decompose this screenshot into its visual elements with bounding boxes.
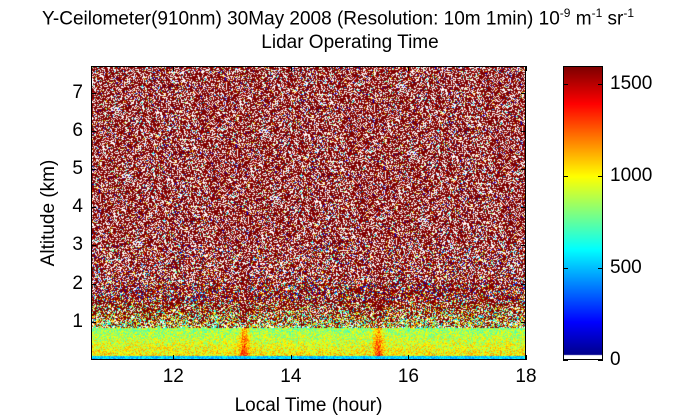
y-tick-mark [521,92,526,94]
x-tick-mark [408,66,410,71]
x-tick-mark [290,66,292,71]
y-tick-mark [91,245,96,247]
x-tick-mark [173,66,175,71]
y-tick-mark [521,283,526,285]
chart-title: Y-Ceilometer(910nm) 30May 2008 (Resoluti… [0,6,688,30]
title-unit-m: m [570,8,592,30]
colorbar-tick-label: 0 [610,349,621,370]
y-tick-label: 1 [72,310,83,332]
colorbar-tick-mark [598,84,603,86]
y-tick-label: 5 [72,158,83,180]
y-tick-mark [521,321,526,323]
y-tick-mark [91,283,96,285]
y-tick-label: 4 [72,196,83,218]
x-tick-mark [173,355,175,360]
y-tick-label: 2 [72,272,83,294]
colorbar [564,67,602,359]
y-tick-label: 7 [72,81,83,103]
x-tick-mark [526,355,527,360]
y-tick-label: 6 [72,119,83,141]
y-tick-label: 3 [72,234,83,256]
y-tick-mark [91,321,96,323]
title-exponent-m: -1 [591,6,603,20]
y-tick-mark [91,169,96,171]
backscatter-heatmap [92,67,525,359]
chart-subtitle: Lidar Operating Time [261,32,439,53]
x-tick-mark [290,355,292,360]
x-tick-label: 18 [515,366,537,387]
plot-area [91,66,526,360]
title-exponent-sr: -1 [623,6,635,20]
colorbar-tick-mark [563,360,568,361]
colorbar-frame [563,66,603,360]
y-tick-mark [521,130,526,132]
y-tick-mark [521,207,526,209]
y-tick-mark [91,207,96,209]
title-exponent: -9 [559,6,571,20]
y-tick-mark [521,245,526,247]
colorbar-tick-mark [563,268,568,270]
y-tick-mark [91,92,96,94]
x-tick-label: 16 [397,366,419,387]
y-tick-mark [91,130,96,132]
colorbar-tick-label: 1500 [610,73,653,95]
y-tick-mark [521,169,526,171]
x-tick-mark [408,355,410,360]
x-tick-mark [526,66,527,71]
colorbar-tick-mark [598,176,603,178]
x-axis-label: Local Time (hour) [234,395,383,416]
x-tick-label: 14 [280,366,302,387]
colorbar-tick-mark [563,176,568,178]
title-text: Y-Ceilometer(910nm) 30May 2008 (Resoluti… [41,8,560,30]
colorbar-tick-mark [598,268,603,270]
colorbar-tick-mark [563,84,568,86]
colorbar-tick-label: 1000 [610,165,653,187]
colorbar-tick-mark [598,360,603,361]
colorbar-tick-label: 500 [610,257,642,279]
x-tick-label: 12 [162,366,184,387]
y-axis-label: Altitude (km) [38,159,59,267]
title-unit-sr: sr [602,8,624,30]
